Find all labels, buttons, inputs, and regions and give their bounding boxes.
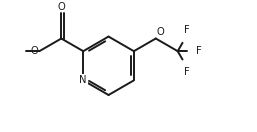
Text: O: O [31,46,38,56]
Text: F: F [196,46,202,56]
Text: F: F [183,25,189,35]
Text: F: F [183,67,189,77]
Text: O: O [157,27,164,37]
Text: N: N [79,75,87,85]
Text: O: O [57,2,65,12]
